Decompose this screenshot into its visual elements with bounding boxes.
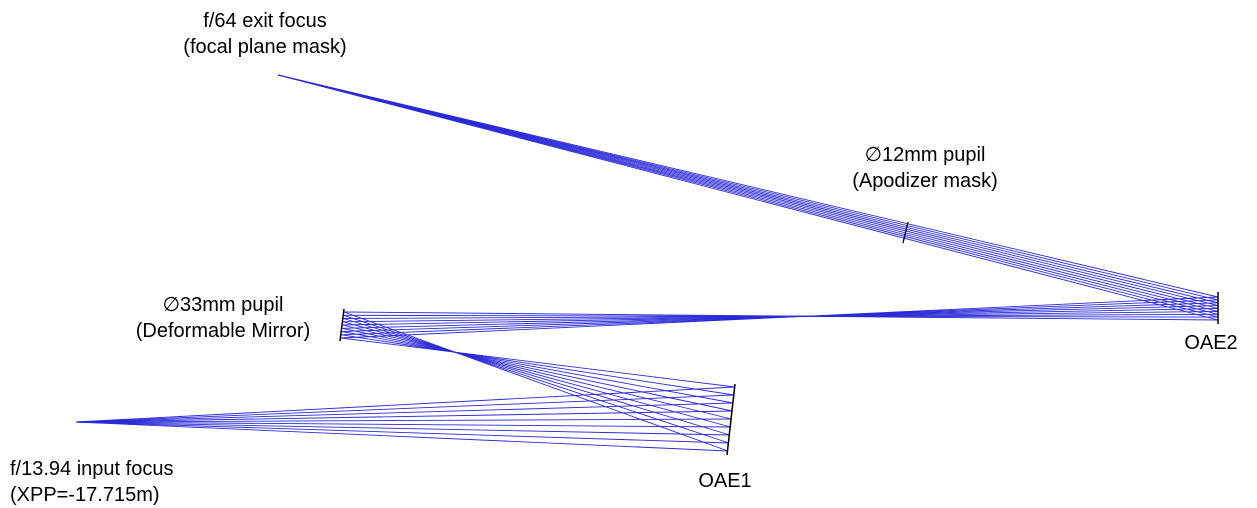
input-focus-title: f/13.94 input focus <box>10 458 174 480</box>
ray-input-to-oae1 <box>75 421 729 444</box>
ray-oae1-to-dm <box>341 334 735 396</box>
ray-oae1-to-dm <box>342 321 731 428</box>
dm-title: ∅33mm pupil <box>162 294 284 316</box>
ray-dm-to-oae2 <box>340 296 1219 339</box>
oae2-label: OAE2 <box>1166 330 1256 356</box>
ray-oae1-to-dm <box>342 324 732 420</box>
oae1-label: OAE1 <box>680 468 770 494</box>
apodizer-mask <box>902 221 909 244</box>
ray-oae2-to-exit-focus <box>277 74 1219 301</box>
ray-oae2-to-exit-focus <box>277 74 1219 309</box>
exit-focus-title: f/64 exit focus <box>203 10 327 32</box>
ray-input-to-oae1 <box>75 421 729 452</box>
oae1-text: OAE1 <box>698 470 752 492</box>
ray-input-to-oae1 <box>75 421 731 428</box>
ray-oae2-to-exit-focus <box>277 74 1219 307</box>
ray-oae1-to-dm <box>340 337 736 388</box>
ray-oae1-to-dm <box>343 318 730 436</box>
ray-oae1-to-dm <box>343 314 730 444</box>
ray-bundles <box>75 74 1219 452</box>
dm-label: ∅33mm pupil (Deformable Mirror) <box>118 292 328 344</box>
deformable-mirror <box>339 308 345 342</box>
exit-focus-subtitle: (focal plane mask) <box>183 36 347 58</box>
ray-oae2-to-exit-focus <box>277 74 1219 315</box>
exit-focus-label: f/64 exit focus (focal plane mask) <box>160 8 370 60</box>
ray-oae2-to-exit-focus <box>277 74 1219 304</box>
oae2-text: OAE2 <box>1184 332 1238 354</box>
apodizer-label: ∅12mm pupil (Apodizer mask) <box>820 142 1030 194</box>
optical-elements <box>339 221 1219 456</box>
ray-oae2-to-exit-focus <box>277 74 1219 298</box>
input-focus-label: f/13.94 input focus (XPP=-17.715m) <box>10 456 250 508</box>
dm-subtitle: (Deformable Mirror) <box>135 320 311 342</box>
input-focus-subtitle: (XPP=-17.715m) <box>10 484 160 506</box>
ray-oae1-to-dm <box>343 311 729 452</box>
ray-input-to-oae1 <box>75 386 736 423</box>
ray-oae1-to-dm <box>342 327 733 412</box>
apodizer-title: ∅12mm pupil <box>864 144 986 166</box>
ray-oae1-to-dm <box>341 331 734 404</box>
ray-input-to-oae1 <box>75 402 734 423</box>
oae1-mirror <box>726 383 736 456</box>
ray-oae2-to-exit-focus <box>277 74 1219 318</box>
ray-oae2-to-exit-focus <box>277 74 1219 321</box>
ray-oae2-to-exit-focus <box>277 74 1219 312</box>
ray-input-to-oae1 <box>75 394 735 423</box>
ray-input-to-oae1 <box>75 418 732 423</box>
ray-input-to-oae1 <box>75 421 730 436</box>
apodizer-subtitle: (Apodizer mask) <box>852 170 998 192</box>
